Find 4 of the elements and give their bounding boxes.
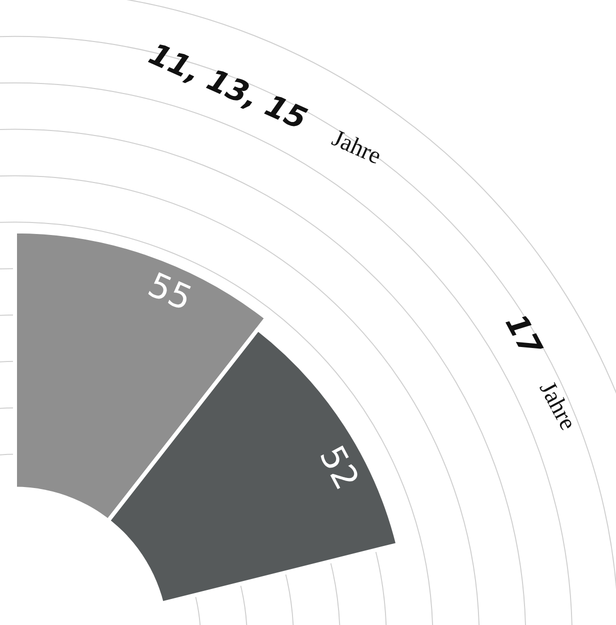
category-label: 11, 13, 15 Jahre	[143, 36, 385, 170]
data-label: 52	[311, 439, 367, 496]
category-label: 17 Jahre	[498, 308, 581, 435]
data-label: 55	[142, 265, 198, 320]
